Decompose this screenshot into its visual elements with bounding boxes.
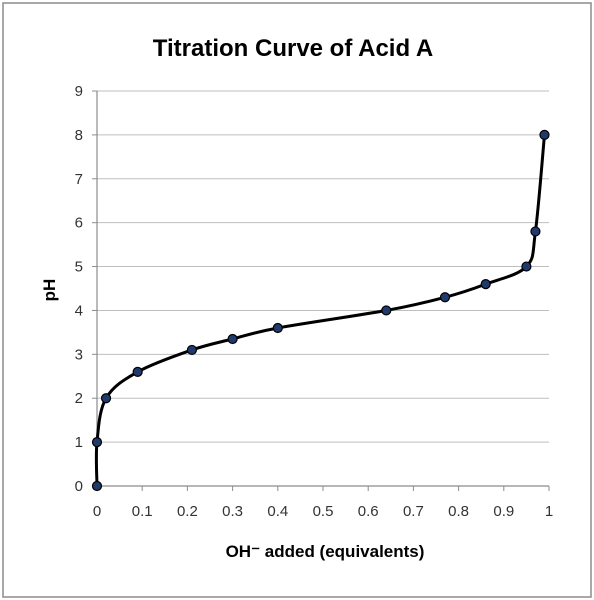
x-tick-label: 0.2 [177,503,198,520]
series-points [91,129,550,492]
y-tick-label: 2 [75,390,83,407]
y-tick-label: 3 [75,346,83,363]
data-point [132,366,143,377]
x-tick-label: 0 [93,503,101,520]
data-point [272,322,283,334]
x-tick-label: 0.1 [132,503,153,520]
data-point [100,393,112,404]
gridlines [97,90,549,443]
y-tick-label: 1 [75,434,83,451]
data-point [439,292,451,303]
y-axis-label: pH [40,279,59,302]
x-tick-label: 0.3 [222,503,243,520]
x-tick-label: 0.9 [493,503,514,520]
tick-labels: 0 1 2 3 4 5 6 7 8 9 0 0.1 0.2 0.3 0.4 0.5 0.6 0.7 0.8 0.9 1 [75,83,554,520]
data-point [539,129,550,140]
y-tick-label: 8 [75,127,83,144]
x-axis-label: OH⁻ added (equivalents) [226,542,425,561]
chart-title: Titration Curve of Acid A [153,35,433,62]
data-point [91,437,103,448]
data-point [91,480,103,492]
data-point [381,305,392,316]
y-tick-label: 0 [75,478,83,495]
data-point [530,226,541,237]
y-tick-label: 6 [75,215,83,232]
y-tick-label: 4 [75,302,83,319]
x-tick-label: 0.5 [313,503,334,520]
data-point [521,261,532,272]
data-point [186,344,198,356]
x-tick-label: 0.7 [403,503,424,520]
x-tick-label: 0.4 [267,503,288,520]
x-tick-label: 1 [545,503,553,520]
y-tick-label: 5 [75,259,83,276]
x-tick-label: 0.8 [448,503,469,520]
y-tick-label: 9 [75,83,83,100]
data-point [227,333,238,345]
data-point [480,279,491,290]
y-tick-label: 7 [75,171,83,188]
x-tick-label: 0.6 [358,503,379,520]
